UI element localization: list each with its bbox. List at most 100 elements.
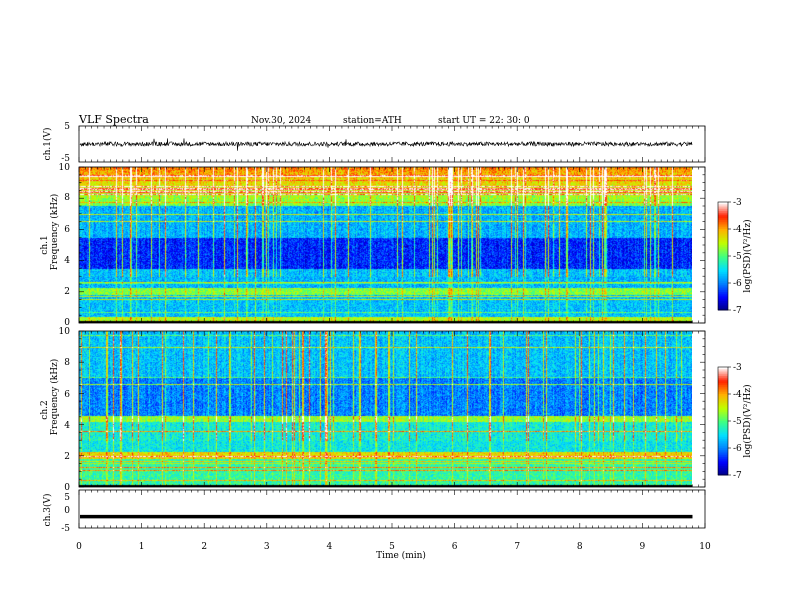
ch3-ytick-bottom: -5	[61, 524, 70, 534]
colorbar-swatch	[718, 232, 728, 235]
x-tick-label-10: 10	[699, 542, 711, 552]
colorbar-swatch	[718, 370, 728, 373]
colorbar-swatch	[718, 440, 728, 444]
colorbar-swatch	[718, 223, 728, 226]
colorbar-swatch	[718, 383, 728, 386]
ch3-waveform-frame	[78, 489, 706, 529]
ch1-spectrogram-ylabel-bottom: Frequency (kHz)	[49, 194, 60, 271]
colorbar-swatch	[718, 243, 728, 246]
colorbar-swatch	[718, 404, 728, 408]
colorbar-tick-label: -6	[733, 279, 742, 289]
colorbar-swatch	[718, 457, 728, 460]
colorbar-swatch	[718, 265, 728, 268]
colorbar-swatch	[718, 376, 728, 379]
colorbar-swatch	[718, 422, 728, 426]
colorbar-swatch	[718, 279, 728, 282]
colorbar-swatch	[718, 245, 728, 248]
colorbar-swatch	[718, 286, 728, 289]
colorbar-swatch	[718, 293, 728, 297]
colorbar-swatch	[718, 368, 728, 372]
colorbar-swatch	[718, 413, 728, 417]
x-tick-label-3: 3	[264, 542, 270, 552]
colorbar-tick-label: -6	[733, 444, 742, 454]
colorbar-swatch	[718, 252, 728, 255]
colorbar-swatch	[718, 379, 728, 382]
colorbar-tick-label: -7	[733, 471, 742, 481]
colorbar-swatch	[718, 248, 728, 252]
ch1-ytick-6: 6	[64, 225, 70, 235]
colorbar-label: log(PSD)(V²/Hz)	[742, 384, 753, 457]
colorbar-swatch	[718, 212, 728, 216]
colorbar-swatch	[718, 415, 728, 418]
colorbar-swatch	[718, 227, 728, 230]
colorbar-swatch	[718, 397, 728, 400]
colorbar-swatch	[718, 467, 728, 471]
colorbar-swatch	[718, 297, 728, 300]
x-tick-label-0: 0	[76, 542, 82, 552]
colorbar-swatch	[718, 241, 728, 244]
x-tick-label-8: 8	[577, 542, 583, 552]
x-tick-label-6: 6	[452, 542, 458, 552]
ch1-ytick-top: 5	[64, 122, 70, 132]
colorbar-swatch	[718, 424, 728, 427]
colorbar-swatch	[718, 270, 728, 273]
colorbar-swatch	[718, 275, 728, 279]
colorbar-swatch	[718, 453, 728, 456]
colorbar-swatch	[718, 439, 728, 442]
ch1-ytick-0: 0	[64, 318, 70, 328]
ch2-spectrogram-ylabel-top: ch.2	[40, 400, 50, 419]
colorbar-swatch	[718, 455, 728, 458]
x-tick-label-7: 7	[514, 542, 520, 552]
ch3-ytick-top: 5	[64, 493, 70, 503]
ch2-colorbar: -3 -4 -5 -6 -7 log(PSD)(V²/Hz)	[717, 363, 753, 481]
axis-ticks	[78, 126, 706, 528]
ch1-spectrogram-ylabel-top: ch.1	[40, 235, 50, 254]
colorbar-swatch	[718, 458, 728, 462]
start-ut-label: start UT = 22: 30: 0	[438, 116, 530, 126]
colorbar-swatch	[718, 417, 728, 420]
colorbar-swatch	[718, 205, 728, 208]
colorbar-swatch	[718, 433, 728, 436]
ch3-ytick-mid: 0	[64, 506, 70, 516]
colorbar-swatch	[718, 462, 728, 465]
colorbar-swatch	[718, 437, 728, 440]
station-label: station=ATH	[343, 116, 402, 126]
colorbar-swatch	[718, 308, 728, 311]
colorbar-label: log(PSD)(V²/Hz)	[742, 219, 753, 292]
time-axis: 0 1 2 3 4 5 6 7 8 9 10	[76, 542, 711, 552]
colorbar-swatch	[718, 207, 728, 210]
colorbar-swatch	[718, 214, 728, 217]
colorbar-swatch	[718, 385, 728, 388]
date-label: Nov.30, 2024	[251, 116, 312, 126]
colorbar-swatch	[718, 421, 728, 424]
colorbar-swatch	[718, 274, 728, 277]
ch1-waveform-trace	[79, 138, 693, 151]
colorbar-swatch	[718, 254, 728, 257]
colorbar-swatch	[718, 392, 728, 395]
colorbar-swatch	[718, 272, 728, 275]
ch3-waveform-ylabel: ch.3(V)	[42, 494, 53, 527]
x-tick-label-1: 1	[139, 542, 145, 552]
colorbar-swatch	[718, 283, 728, 286]
colorbar-swatch	[718, 290, 728, 293]
colorbar-swatch	[718, 394, 728, 397]
time-axis-label: Time (min)	[376, 550, 426, 561]
ch2-ytick-6: 6	[64, 390, 70, 400]
colorbar-swatch	[718, 211, 728, 214]
colorbar-swatch	[718, 469, 728, 472]
colorbar-swatch	[718, 247, 728, 250]
colorbar-swatch	[718, 220, 728, 223]
colorbar-tick-label: -3	[733, 363, 742, 373]
colorbar-swatch	[718, 442, 728, 445]
colorbar-swatch	[718, 302, 728, 306]
colorbar-swatch	[718, 449, 728, 453]
colorbar-swatch	[718, 419, 728, 422]
colorbar-swatch	[718, 209, 728, 212]
colorbar-swatch	[718, 388, 728, 391]
x-tick-label-2: 2	[201, 542, 207, 552]
colorbar-swatch	[718, 448, 728, 451]
colorbar-swatch	[718, 295, 728, 298]
ch1-ytick-2: 2	[64, 287, 70, 297]
ch2-ytick-8: 8	[64, 358, 70, 368]
